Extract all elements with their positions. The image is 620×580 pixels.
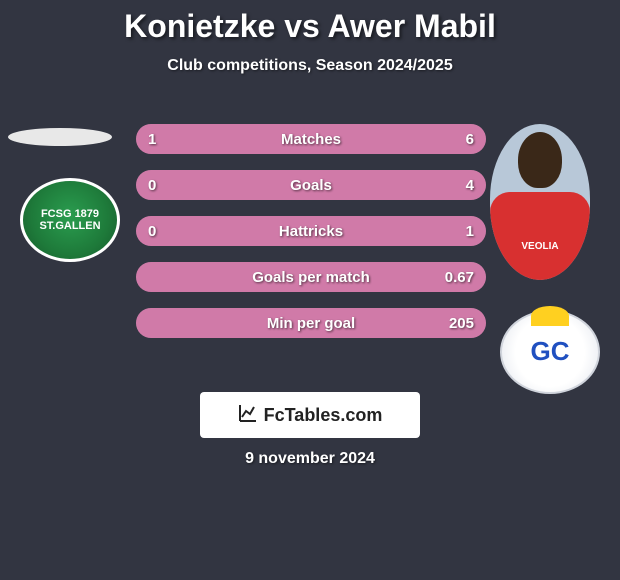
stat-right-value: 1	[466, 223, 474, 240]
stat-row: Min per goal 205	[136, 308, 486, 338]
jersey	[490, 192, 590, 280]
stat-row: Goals per match 0.67	[136, 262, 486, 292]
stat-right-value: 205	[449, 315, 474, 332]
watermark-text: FcTables.com	[264, 405, 383, 426]
stat-row: 0 Hattricks 1	[136, 216, 486, 246]
stat-label: Min per goal	[267, 315, 355, 332]
stat-left-value: 1	[148, 131, 156, 148]
jersey-sponsor: VEOLIA	[490, 241, 590, 252]
stat-left-value: 0	[148, 177, 156, 194]
stat-right-value: 4	[466, 177, 474, 194]
stat-right-value: 0.67	[445, 269, 474, 286]
badge-arc	[531, 306, 569, 326]
page-title: Konietzke vs Awer Mabil	[0, 0, 620, 45]
stat-label: Hattricks	[279, 223, 343, 240]
player-head	[518, 132, 562, 188]
club-badge-right-text: GC	[502, 336, 598, 367]
stat-left-value: 0	[148, 223, 156, 240]
player-left-silhouette	[8, 128, 112, 146]
stat-label: Matches	[281, 131, 341, 148]
watermark: FcTables.com	[200, 392, 420, 438]
club-badge-right: GC	[500, 310, 600, 394]
stat-row: 0 Goals 4	[136, 170, 486, 200]
club-badge-left-text: FCSG 1879 ST.GALLEN	[23, 208, 117, 232]
player-right-photo: VEOLIA	[490, 124, 590, 280]
stat-label: Goals per match	[252, 269, 370, 286]
stats-container: 1 Matches 6 0 Goals 4 0 Hattricks 1 Goals per mat…	[136, 124, 486, 354]
stat-label: Goals	[290, 177, 332, 194]
chart-icon	[238, 403, 258, 428]
stat-fill-left	[136, 124, 185, 154]
stat-right-value: 6	[466, 131, 474, 148]
club-badge-left: FCSG 1879 ST.GALLEN	[20, 178, 120, 262]
stat-row: 1 Matches 6	[136, 124, 486, 154]
subtitle: Club competitions, Season 2024/2025	[0, 57, 620, 75]
footer-date: 9 november 2024	[0, 450, 620, 468]
